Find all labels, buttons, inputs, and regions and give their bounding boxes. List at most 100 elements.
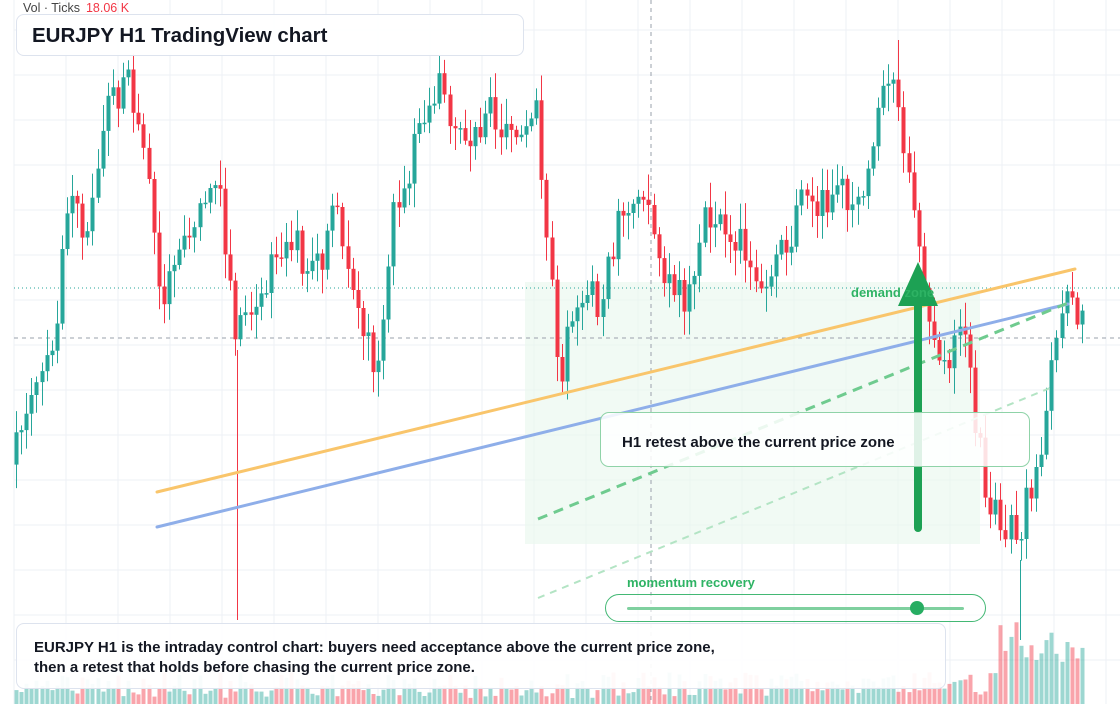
volume-bar xyxy=(835,684,840,704)
volume-bar xyxy=(483,696,488,704)
candle-body xyxy=(565,326,570,382)
candle-body xyxy=(182,235,187,250)
volume-bar xyxy=(922,677,927,704)
volume-bar xyxy=(208,690,213,704)
volume-bar xyxy=(504,688,509,704)
volume-bar xyxy=(509,689,514,704)
volume-bar xyxy=(172,685,177,704)
volume-bar xyxy=(1070,647,1075,704)
volume-bar xyxy=(55,685,60,704)
volume-bar xyxy=(861,678,866,704)
volume-bar xyxy=(621,682,626,704)
candle-body xyxy=(713,224,718,228)
candle-body xyxy=(147,147,152,179)
volume-bar xyxy=(590,697,595,704)
candle-body xyxy=(60,249,65,324)
volume-value: 18.06 K xyxy=(85,1,130,15)
candle-body xyxy=(636,196,641,204)
volume-bar xyxy=(442,685,447,704)
candle-body xyxy=(550,237,555,280)
volume-bar xyxy=(366,684,371,704)
volume-bar xyxy=(90,683,95,704)
candle-body xyxy=(284,241,289,259)
volume-bar xyxy=(499,677,504,704)
candle-body xyxy=(437,73,442,104)
candle-body xyxy=(835,185,840,195)
candle-body xyxy=(759,281,764,289)
candle-body xyxy=(805,189,810,196)
candle-body xyxy=(162,286,167,305)
recovery-arrow-head[interactable] xyxy=(898,262,938,306)
volume-bar xyxy=(335,696,340,704)
volume-bar xyxy=(917,690,922,704)
candle-body xyxy=(29,395,34,414)
momentum-knob[interactable] xyxy=(909,601,924,615)
candle-body xyxy=(448,94,453,127)
candle-body xyxy=(590,281,595,295)
volume-bar xyxy=(845,681,850,704)
candle-body xyxy=(213,185,218,189)
volume-bar xyxy=(152,696,157,704)
volume-bar xyxy=(799,680,804,704)
candle-body xyxy=(412,133,417,184)
candle-body xyxy=(626,213,631,216)
volume-bar xyxy=(1024,657,1029,704)
volume-bar xyxy=(789,676,794,704)
candle-body xyxy=(580,302,585,308)
volume-bar xyxy=(70,690,75,704)
volume-bar xyxy=(565,674,570,704)
volume-bar xyxy=(631,692,636,704)
volume-bar xyxy=(45,680,50,704)
candle-body xyxy=(968,334,973,368)
retest-callout[interactable]: H1 retest above the current price zone xyxy=(600,412,1030,467)
candle-body xyxy=(152,179,157,233)
volume-bar xyxy=(325,686,330,704)
chart-title: EURJPY H1 TradingView chart xyxy=(32,24,328,47)
candle-body xyxy=(208,188,213,203)
volume-bar xyxy=(50,690,55,704)
candle-body xyxy=(330,205,335,231)
candle-body xyxy=(371,332,376,373)
summary-text: EURJPY H1 is the intraday control chart:… xyxy=(34,639,715,676)
candle-body xyxy=(116,87,121,109)
candle-body xyxy=(198,203,203,228)
candle-body xyxy=(458,128,463,130)
candle-body xyxy=(641,196,646,200)
volume-bar xyxy=(748,674,753,704)
volume-bar xyxy=(1049,632,1054,704)
candle-body xyxy=(351,268,356,290)
candle-body xyxy=(228,254,233,281)
momentum-gauge[interactable] xyxy=(605,594,986,622)
volume-bar xyxy=(131,692,136,704)
candle-body xyxy=(269,254,274,293)
demand-zone-label: demand zone xyxy=(851,285,935,300)
volume-bar xyxy=(539,686,544,704)
volume-bar xyxy=(713,680,718,704)
volume-bar xyxy=(136,694,141,704)
green-dashed-channel-line[interactable] xyxy=(537,301,1069,521)
candle-body xyxy=(662,258,667,284)
candle-body xyxy=(942,360,947,362)
candle-body xyxy=(861,196,866,198)
candle-body xyxy=(723,214,728,235)
candle-body xyxy=(70,195,75,214)
volume-bar xyxy=(825,682,830,704)
volume-bar xyxy=(75,693,80,704)
volume-bar xyxy=(968,674,973,704)
candle-body xyxy=(274,254,279,258)
candle-body xyxy=(106,95,111,131)
candle-body xyxy=(172,264,177,272)
candle-body xyxy=(1003,530,1008,540)
candle-body xyxy=(922,246,927,289)
volume-bar xyxy=(840,689,845,704)
volume-bar xyxy=(998,625,1003,704)
candle-body xyxy=(264,293,269,295)
volume-bar xyxy=(718,678,723,704)
candle-body xyxy=(254,306,259,315)
candle-body xyxy=(993,499,998,515)
candle-body xyxy=(779,239,784,255)
volume-bar xyxy=(422,696,427,704)
candle-body xyxy=(539,100,544,180)
volume-bar xyxy=(519,695,524,704)
